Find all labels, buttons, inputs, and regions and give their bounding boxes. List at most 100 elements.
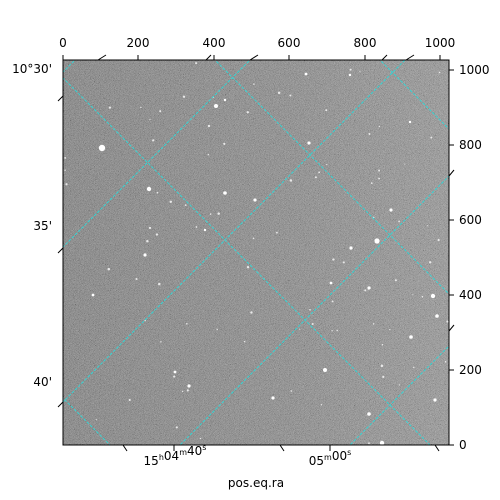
faint-star xyxy=(332,258,335,261)
faint-star xyxy=(275,231,278,234)
star-field xyxy=(64,62,449,445)
star xyxy=(187,384,191,388)
dec-tick-label: 35' xyxy=(33,219,52,233)
star xyxy=(323,368,327,372)
faint-star xyxy=(412,294,414,296)
faint-star xyxy=(378,125,381,128)
faint-star xyxy=(381,343,384,346)
faint-star xyxy=(331,330,333,332)
faint-star xyxy=(186,389,189,392)
faint-star xyxy=(413,366,415,369)
faint-star xyxy=(404,163,406,165)
ra-tick-label: 15h04m40s xyxy=(144,443,207,468)
faint-star xyxy=(326,163,328,166)
left-dec-axis: 10°30' 35' 40' xyxy=(12,62,64,408)
faint-star xyxy=(309,308,311,311)
faint-star xyxy=(246,266,250,269)
star xyxy=(367,412,371,416)
faint-star xyxy=(246,111,250,114)
faint-star xyxy=(223,142,226,146)
faint-star xyxy=(175,426,178,429)
star xyxy=(143,253,147,257)
star xyxy=(433,398,437,402)
star xyxy=(146,186,152,192)
faint-star xyxy=(398,220,400,223)
faint-star xyxy=(299,328,301,330)
faint-star xyxy=(216,328,218,331)
faint-star xyxy=(148,226,152,230)
faint-star xyxy=(372,323,375,325)
faint-star xyxy=(368,442,370,445)
faint-star xyxy=(331,300,334,303)
star xyxy=(348,73,352,77)
faint-star xyxy=(195,226,198,228)
faint-star xyxy=(149,118,151,120)
coordinate-grid xyxy=(63,60,449,445)
ra-tick-label: 05m00s xyxy=(309,448,352,468)
faint-star xyxy=(181,390,184,393)
star xyxy=(203,228,207,232)
top-tick-label: 200 xyxy=(127,36,150,50)
bottom-ra-axis: 15h04m40s 05m00s xyxy=(122,443,440,468)
dec-grid-line xyxy=(179,175,449,445)
ra-grid-line xyxy=(63,397,111,445)
top-tick-label: 1000 xyxy=(425,36,456,50)
top-tick-label: 0 xyxy=(59,36,67,50)
faint-star xyxy=(325,109,328,112)
faint-star xyxy=(378,177,381,180)
star xyxy=(223,98,227,102)
faint-star xyxy=(107,267,111,271)
faint-star xyxy=(250,311,253,314)
faint-star xyxy=(368,133,371,135)
dec-grid-line xyxy=(63,60,251,248)
faint-star xyxy=(155,233,159,236)
faint-star xyxy=(95,419,97,421)
faint-star xyxy=(146,240,149,243)
faint-star xyxy=(207,153,210,156)
faint-star xyxy=(217,212,220,215)
faint-star xyxy=(128,398,131,402)
top-tick-label: 800 xyxy=(354,36,377,50)
faint-star xyxy=(64,169,66,171)
faint-star xyxy=(65,183,68,186)
right-tick-label: 0 xyxy=(459,438,467,452)
faint-star xyxy=(184,204,187,207)
faint-star xyxy=(158,282,161,286)
faint-star xyxy=(444,360,447,363)
faint-star xyxy=(289,179,293,182)
faint-star xyxy=(159,110,162,113)
top-pixel-axis: 0 200 400 600 800 1000 xyxy=(59,36,456,61)
faint-star xyxy=(378,169,381,172)
faint-star xyxy=(314,176,317,179)
faint-star xyxy=(318,171,321,174)
star xyxy=(389,208,393,212)
right-tick-label: 1000 xyxy=(459,63,490,77)
faint-star xyxy=(243,340,246,343)
faint-star xyxy=(253,83,255,85)
faint-star xyxy=(277,91,281,95)
faint-star xyxy=(135,277,138,281)
dec-tick-label: 40' xyxy=(33,375,52,389)
star xyxy=(379,440,385,445)
star xyxy=(223,191,227,195)
star xyxy=(253,198,257,202)
faint-star xyxy=(380,364,384,368)
faint-star xyxy=(169,200,173,204)
faint-star xyxy=(342,261,345,264)
star xyxy=(329,281,333,285)
right-tick-label: 400 xyxy=(459,288,482,302)
faint-star xyxy=(289,94,292,97)
faint-star xyxy=(430,136,433,139)
plot-frame xyxy=(62,59,450,446)
star xyxy=(214,104,218,108)
star xyxy=(304,72,308,76)
faint-star xyxy=(370,182,373,184)
faint-star xyxy=(207,124,211,128)
faint-star xyxy=(428,261,432,264)
faint-star xyxy=(394,279,397,282)
faint-star xyxy=(446,320,449,323)
faint-star xyxy=(359,71,361,73)
star xyxy=(91,293,95,297)
top-tick-label: 400 xyxy=(203,36,226,50)
faint-star xyxy=(398,384,400,386)
